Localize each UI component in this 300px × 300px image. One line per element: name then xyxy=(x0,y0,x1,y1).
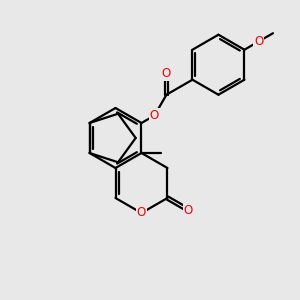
Text: O: O xyxy=(254,35,263,48)
Text: O: O xyxy=(137,206,146,220)
Text: O: O xyxy=(150,109,159,122)
Text: O: O xyxy=(162,67,171,80)
Text: O: O xyxy=(184,203,193,217)
